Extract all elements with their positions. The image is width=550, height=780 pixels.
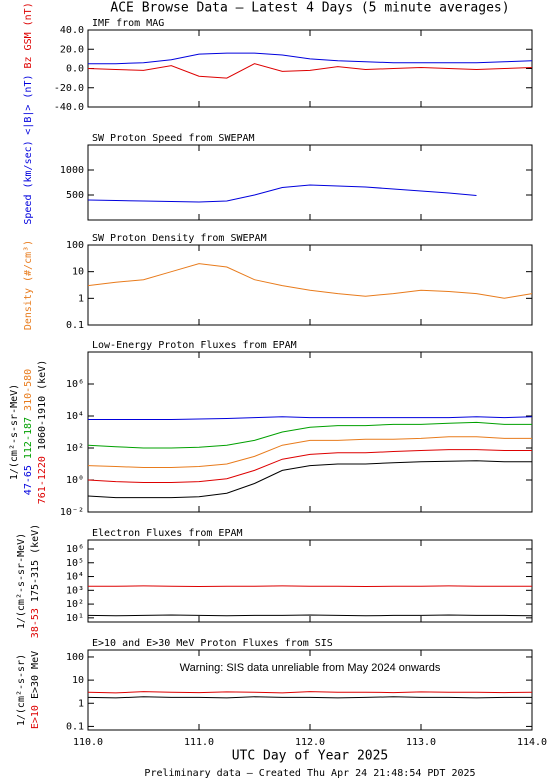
y-axis-label: <|B|> (nT) Bz GSM (nT) bbox=[23, 2, 34, 134]
y-tick-label: -20.0 bbox=[54, 83, 84, 94]
series-line bbox=[87, 63, 533, 79]
series-line bbox=[88, 52, 533, 65]
panel-title: SW Proton Density from SWEPAM bbox=[92, 233, 267, 244]
y-axis-label-part: Speed (km/sec) bbox=[23, 140, 34, 224]
y-tick-label: 1 bbox=[78, 698, 84, 709]
y-tick-label: 10 bbox=[72, 675, 84, 686]
y-tick-label: 100 bbox=[66, 240, 84, 251]
y-tick-label: 10 bbox=[72, 267, 84, 278]
y-axis-label-part: 1/(cm²-s-sr-MeV) bbox=[16, 533, 27, 629]
y-axis-label: 1/(cm²-s-sr) bbox=[16, 654, 27, 726]
y-axis-label-part: <|B|> (nT) bbox=[23, 75, 34, 135]
y-axis-label: E>10 E>30 MeV bbox=[30, 651, 41, 729]
y-axis-label-part: MeV bbox=[30, 651, 41, 669]
x-tick-label: 110.0 bbox=[73, 737, 103, 748]
series-line bbox=[87, 460, 532, 499]
y-axis-label-part: 38-53 bbox=[30, 608, 41, 638]
y-tick-label: 10⁵ bbox=[66, 558, 84, 569]
y-axis-label: 761-1220 1060-1910 (keV) bbox=[37, 360, 48, 504]
y-tick-label: 10⁶ bbox=[66, 379, 84, 390]
x-axis-title: UTC Day of Year 2025 bbox=[232, 749, 389, 764]
y-tick-label: 100 bbox=[66, 652, 84, 663]
y-axis-label: 1/(cm²-s-sr-MeV) bbox=[9, 384, 20, 480]
series-line bbox=[87, 436, 532, 468]
y-axis-label-part: 1/(cm²-s-sr) bbox=[16, 654, 27, 726]
y-tick-label: 20.0 bbox=[60, 44, 84, 55]
y-axis-label: 38-53 175-315 (keV) bbox=[30, 524, 41, 638]
x-tick-label: 111.0 bbox=[184, 737, 214, 748]
y-tick-label: -40.0 bbox=[54, 102, 84, 113]
series-line bbox=[87, 614, 533, 617]
series-line bbox=[87, 421, 532, 449]
y-tick-label: 1000 bbox=[60, 165, 84, 176]
y-axis-label-part: E>30 bbox=[30, 675, 41, 699]
y-axis-label: 1/(cm²-s-sr-MeV) bbox=[16, 533, 27, 629]
annotation: Warning: SIS data unreliable from May 20… bbox=[180, 662, 441, 674]
y-axis-label-part: (keV) bbox=[30, 524, 41, 554]
y-axis-label-part: (keV) bbox=[37, 360, 48, 390]
series-line bbox=[87, 696, 532, 699]
panel-title: Electron Fluxes from EPAM bbox=[92, 528, 243, 539]
series-line bbox=[88, 416, 533, 420]
y-axis-label: Density (#/cm³) bbox=[23, 240, 34, 330]
x-tick-label: 113.0 bbox=[406, 737, 436, 748]
plot-frame bbox=[87, 539, 533, 623]
plot-frame bbox=[87, 244, 533, 326]
y-tick-label: 10² bbox=[66, 599, 84, 610]
x-tick-label: 114.0 bbox=[517, 737, 547, 748]
y-axis-label-part: 175-315 bbox=[30, 560, 41, 602]
y-axis-label-part: E>10 bbox=[30, 705, 41, 729]
y-axis-label-part: 47-65 bbox=[23, 465, 34, 495]
y-tick-label: 10⁻² bbox=[60, 507, 84, 518]
panel-title: SW Proton Speed from SWEPAM bbox=[92, 133, 255, 144]
y-tick-label: 0.1 bbox=[66, 320, 84, 331]
panel-title: Low-Energy Proton Fluxes from EPAM bbox=[92, 340, 297, 351]
plot-frame bbox=[87, 351, 533, 513]
series-line bbox=[88, 585, 532, 588]
y-tick-label: 10⁰ bbox=[66, 475, 84, 486]
series-line bbox=[87, 263, 533, 299]
y-axis-label: Speed (km/sec) bbox=[23, 140, 34, 224]
series-line bbox=[88, 185, 532, 202]
page-title: ACE Browse Data – Latest 4 Days (5 minut… bbox=[110, 1, 509, 16]
y-tick-label: 40.0 bbox=[60, 25, 84, 36]
y-tick-label: 10⁴ bbox=[66, 411, 84, 422]
y-axis-label-part: Density (#/cm³) bbox=[23, 240, 34, 330]
y-tick-label: 10⁶ bbox=[66, 544, 84, 555]
plot-frame bbox=[87, 144, 533, 221]
y-axis-label-part: 112-187 bbox=[23, 417, 34, 459]
series-line bbox=[87, 691, 533, 694]
panel-title: IMF from MAG bbox=[92, 18, 164, 29]
y-tick-label: 0.0 bbox=[66, 64, 84, 75]
footer: Preliminary data – Created Thu Apr 24 21… bbox=[144, 768, 475, 779]
y-tick-label: 10² bbox=[66, 443, 84, 454]
y-tick-label: 1 bbox=[78, 293, 84, 304]
series-line bbox=[87, 449, 532, 483]
y-tick-label: 0.1 bbox=[66, 721, 84, 732]
panel-title: E>10 and E>30 MeV Proton Fluxes from SIS bbox=[92, 638, 333, 649]
y-axis-label-part: 1060-1910 bbox=[37, 396, 48, 450]
x-tick-label: 112.0 bbox=[295, 737, 325, 748]
y-axis-label-part: 761-1220 bbox=[37, 456, 48, 504]
y-tick-label: 500 bbox=[66, 190, 84, 201]
y-tick-label: 10⁴ bbox=[66, 572, 84, 583]
y-tick-label: 10³ bbox=[66, 585, 84, 596]
y-axis-label-part: 1/(cm²-s-sr-MeV) bbox=[9, 384, 20, 480]
y-axis-label-part: 310-580 bbox=[23, 369, 34, 411]
y-axis-label-part: Bz GSM (nT) bbox=[23, 2, 34, 68]
y-tick-label: 10¹ bbox=[66, 613, 84, 624]
y-axis-label: 47-65 112-187 310-580 bbox=[23, 369, 34, 495]
